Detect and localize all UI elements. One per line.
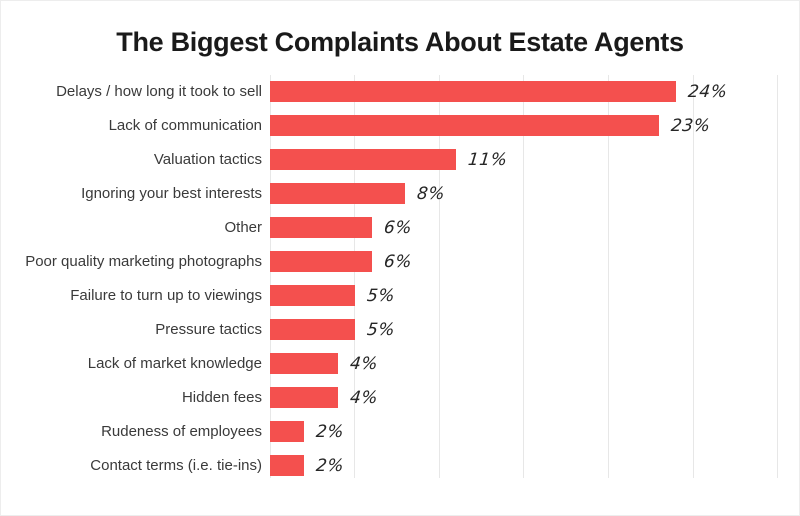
chart-row: Pressure tactics 5% bbox=[1, 313, 799, 347]
category-label: Contact terms (i.e. tie-ins) bbox=[90, 456, 262, 474]
bar bbox=[270, 149, 457, 170]
bar bbox=[270, 183, 406, 204]
gridline bbox=[354, 75, 356, 478]
value-label: 2% bbox=[314, 421, 345, 442]
category-label: Poor quality marketing photographs bbox=[25, 252, 262, 270]
category-label: Failure to turn up to viewings bbox=[70, 286, 262, 304]
category-label: Rudeness of employees bbox=[101, 422, 262, 440]
value-label: 24% bbox=[687, 81, 729, 102]
value-label: 6% bbox=[382, 217, 413, 238]
gridline bbox=[692, 75, 694, 478]
bar-rows: Delays / how long it took to sell 24% Lack… bbox=[1, 75, 799, 483]
chart-row: Other 6% bbox=[1, 211, 799, 245]
chart-row: Hidden fees 4% bbox=[1, 381, 799, 415]
bar bbox=[270, 115, 660, 136]
chart-row: Lack of market knowledge 4% bbox=[1, 347, 799, 381]
gridline bbox=[777, 75, 779, 478]
value-label: 4% bbox=[348, 353, 379, 374]
gridline bbox=[607, 75, 609, 478]
value-label: 23% bbox=[670, 115, 712, 136]
value-label: 11% bbox=[467, 149, 509, 170]
bar bbox=[270, 251, 372, 272]
category-label: Delays / how long it took to sell bbox=[56, 82, 262, 100]
chart-row: Lack of communication 23% bbox=[1, 109, 799, 143]
bar bbox=[270, 285, 355, 306]
chart-row: Rudeness of employees 2% bbox=[1, 415, 799, 449]
plot-area: Delays / how long it took to sell 24% Lack… bbox=[1, 75, 799, 478]
chart-row: Delays / how long it took to sell 24% bbox=[1, 75, 799, 109]
bar bbox=[270, 387, 338, 408]
chart-row: Valuation tactics 11% bbox=[1, 143, 799, 177]
category-label: Lack of communication bbox=[108, 116, 262, 134]
value-label: 8% bbox=[416, 183, 447, 204]
value-label: 5% bbox=[365, 319, 396, 340]
bar bbox=[270, 81, 677, 102]
value-label: 5% bbox=[365, 285, 396, 306]
category-label: Pressure tactics bbox=[155, 320, 262, 338]
bar bbox=[270, 455, 304, 476]
category-label: Lack of market knowledge bbox=[87, 354, 262, 372]
bar bbox=[270, 319, 355, 340]
gridline bbox=[269, 75, 271, 478]
bar bbox=[270, 353, 338, 374]
category-label: Valuation tactics bbox=[153, 150, 262, 168]
value-label: 6% bbox=[382, 251, 413, 272]
chart-row: Poor quality marketing photographs 6% bbox=[1, 245, 799, 279]
chart-title: The Biggest Complaints About Estate Agen… bbox=[116, 27, 684, 57]
value-label: 4% bbox=[348, 387, 379, 408]
chart-row: Ignoring your best interests 8% bbox=[1, 177, 799, 211]
bar bbox=[270, 217, 372, 238]
category-label: Hidden fees bbox=[181, 388, 262, 406]
gridline bbox=[438, 75, 440, 478]
chart-row: Failure to turn up to viewings 5% bbox=[1, 279, 799, 313]
bar bbox=[270, 421, 304, 442]
value-label: 2% bbox=[314, 455, 345, 476]
chart-row: Contact terms (i.e. tie-ins) 2% bbox=[1, 449, 799, 483]
gridline bbox=[523, 75, 525, 478]
category-label: Ignoring your best interests bbox=[81, 184, 262, 202]
category-label: Other bbox=[224, 218, 262, 236]
